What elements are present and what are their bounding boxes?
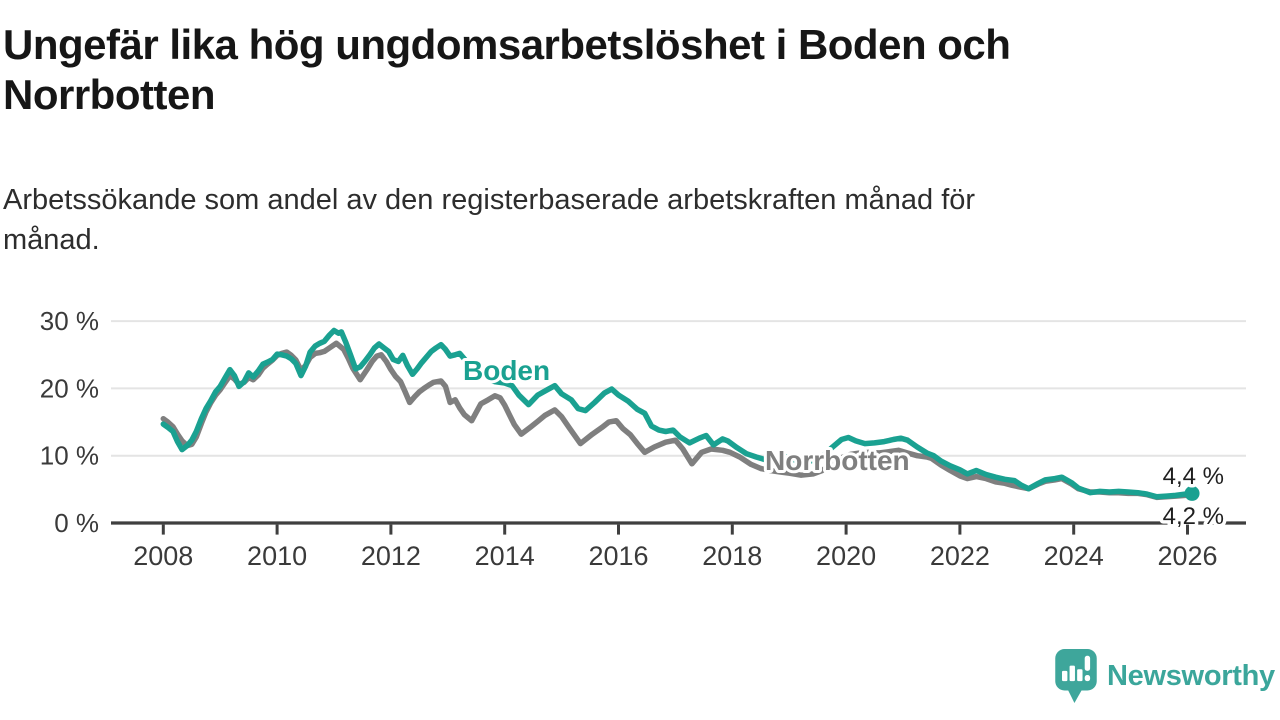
x-axis-label: 2010 xyxy=(247,541,307,571)
speech-bubble-bar-chart-icon xyxy=(1054,648,1098,704)
brand-name: Newsworthy xyxy=(1107,659,1275,692)
chart-subtitle: Arbetssökande som andel av den registerb… xyxy=(3,184,976,256)
x-axis-label: 2026 xyxy=(1157,541,1217,571)
x-axis-label: 2018 xyxy=(702,541,762,571)
x-axis-label: 2016 xyxy=(588,541,648,571)
boden-line xyxy=(160,327,1195,500)
norrbotten-series-label: Norrbotten xyxy=(765,445,910,476)
x-axis-label: 2020 xyxy=(816,541,876,571)
x-axis-label: 2012 xyxy=(361,541,421,571)
newsworthy-logo: Newsworthy xyxy=(1054,648,1275,704)
norrbotten-end-value-label: 4,2 % xyxy=(1163,503,1224,530)
x-axis-label: 2014 xyxy=(475,541,535,571)
y-axis-label: 10 % xyxy=(40,441,99,471)
y-axis-label: 20 % xyxy=(40,373,99,403)
boden-end-value-label: 4,4 % xyxy=(1163,463,1224,490)
y-axis-label: 0 % xyxy=(54,508,99,538)
x-axis-label: 2022 xyxy=(930,541,990,571)
boden-series-label: Boden xyxy=(463,355,550,386)
norrbotten-line xyxy=(160,340,1195,501)
page-title: Ungefär lika hög ungdomsarbetslöshet i B… xyxy=(3,21,1011,118)
x-axis-label: 2024 xyxy=(1044,541,1104,571)
x-axis-label: 2008 xyxy=(133,541,193,571)
y-axis-label: 30 % xyxy=(40,306,99,336)
boden-end-dot xyxy=(1184,485,1200,501)
